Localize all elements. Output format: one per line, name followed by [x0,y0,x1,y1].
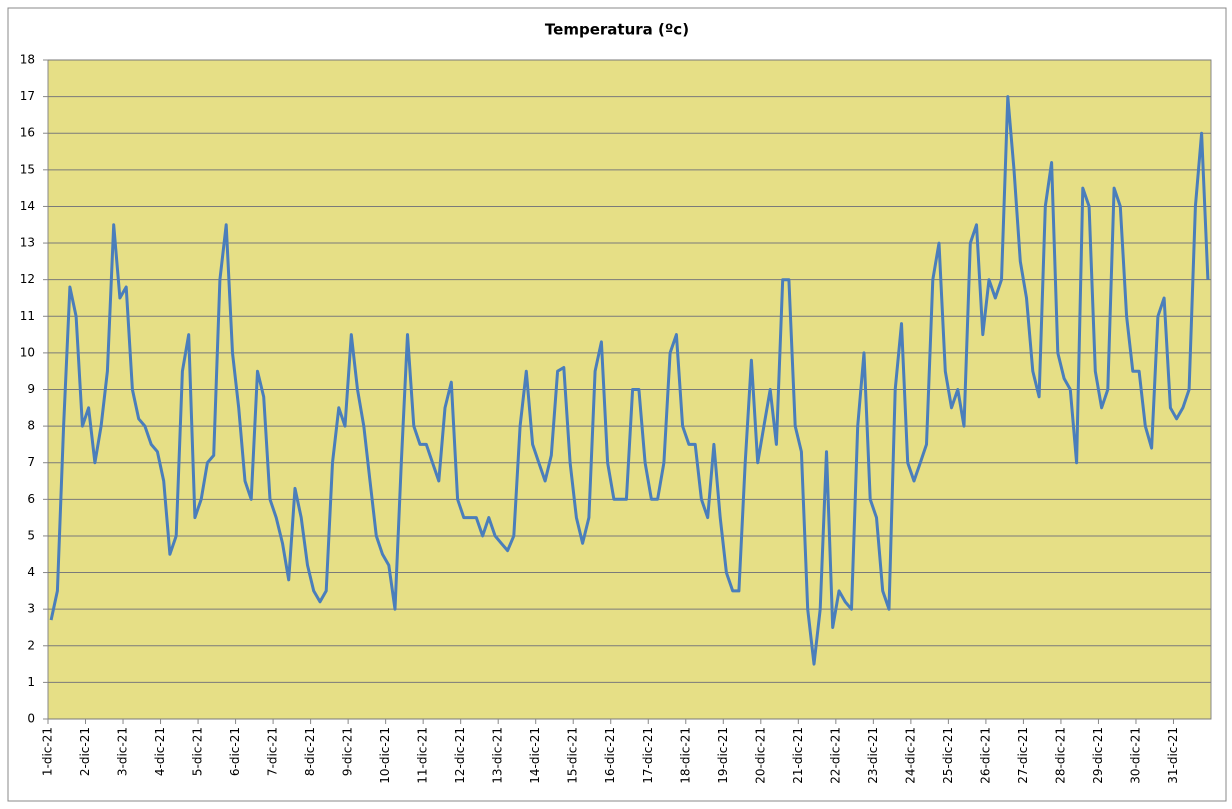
x-tick-label: 1-dic-21 [41,727,55,776]
x-tick-label: 4-dic-21 [153,727,167,776]
x-tick-label: 26-dic-21 [978,727,992,784]
x-tick-label: 25-dic-21 [941,727,955,784]
y-tick-label: 13 [20,236,35,250]
y-tick-label: 1 [27,675,35,689]
y-tick-label: 18 [20,53,35,67]
x-tick-label: 3-dic-21 [116,727,130,776]
y-tick-label: 5 [27,528,35,542]
y-tick-label: 17 [20,89,35,103]
x-tick-label: 2-dic-21 [78,727,92,776]
x-tick-label: 15-dic-21 [566,727,580,784]
y-tick-label: 10 [20,345,35,359]
y-tick-label: 0 [27,712,35,726]
x-tick-label: 24-dic-21 [903,727,917,784]
x-tick-label: 30-dic-21 [1128,727,1142,784]
x-tick-label: 6-dic-21 [228,727,242,776]
x-tick-label: 17-dic-21 [641,727,655,784]
y-tick-label: 9 [27,382,35,396]
y-tick-label: 2 [27,638,35,652]
x-tick-label: 19-dic-21 [716,727,730,784]
chart-title: Temperatura (ºc) [545,21,689,39]
x-tick-label: 8-dic-21 [303,727,317,776]
x-tick-label: 11-dic-21 [416,727,430,784]
y-tick-label: 11 [20,309,35,323]
x-tick-label: 13-dic-21 [491,727,505,784]
x-tick-label: 31-dic-21 [1166,727,1180,784]
y-tick-label: 3 [27,602,35,616]
y-tick-label: 8 [27,419,35,433]
temperature-line [49,95,1210,666]
x-tick-label: 10-dic-21 [378,727,392,784]
x-tick-label: 21-dic-21 [791,727,805,784]
x-tick-label: 20-dic-21 [753,727,767,784]
x-tick-label: 16-dic-21 [603,727,617,784]
y-tick-label: 15 [20,162,35,176]
x-tick-label: 28-dic-21 [1053,727,1067,784]
x-tick-label: 7-dic-21 [266,727,280,776]
y-tick-label: 12 [20,272,35,286]
y-tick-label: 6 [27,492,35,506]
x-tick-label: 29-dic-21 [1091,727,1105,784]
y-tick-label: 14 [20,199,35,213]
x-tick-label: 12-dic-21 [453,727,467,784]
x-tick-label: 27-dic-21 [1016,727,1030,784]
y-tick-label: 16 [20,126,35,140]
x-tick-label: 22-dic-21 [828,727,842,784]
y-tick-label: 7 [27,455,35,469]
x-tick-label: 23-dic-21 [866,727,880,784]
x-tick-label: 18-dic-21 [678,727,692,784]
y-tick-label: 4 [27,565,35,579]
x-tick-label: 14-dic-21 [528,727,542,784]
x-tick-label: 9-dic-21 [341,727,355,776]
x-tick-label: 5-dic-21 [191,727,205,776]
